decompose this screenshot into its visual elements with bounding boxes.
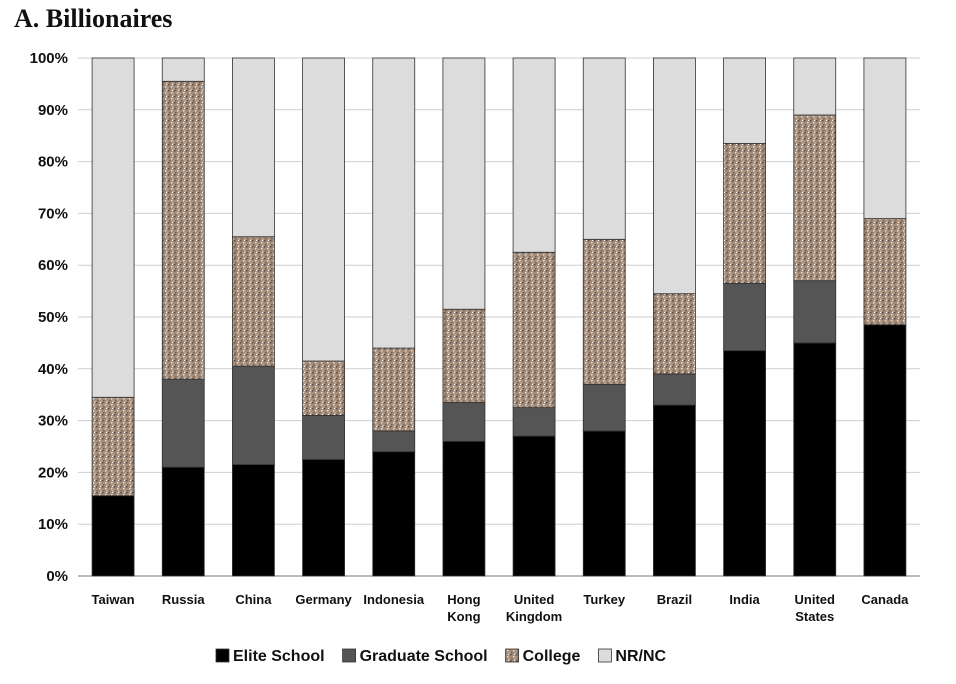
bar-segment-college	[442, 308, 486, 403]
y-tick-label: 20%	[38, 464, 68, 481]
bar-segment-nr-nc	[442, 57, 486, 310]
bar-segment-college	[161, 80, 205, 380]
bar-segment-nr-nc	[582, 57, 626, 240]
bar-segment-nr-nc	[302, 57, 345, 362]
bar-segment-college	[302, 360, 345, 416]
x-tick-label: Turkey	[583, 592, 625, 607]
bar-segment-college	[512, 251, 556, 409]
legend: Elite School Graduate School College NR/NC	[215, 648, 667, 665]
bar-segment-nr-nc	[793, 57, 837, 116]
y-tick-label: 0%	[46, 568, 68, 585]
y-tick-label: 30%	[38, 413, 68, 430]
x-tick-label: Brazil	[657, 592, 692, 607]
bar-segment-elite-school	[91, 495, 135, 577]
bar-segment-college	[372, 347, 416, 432]
bar-segment-nr-nc	[161, 57, 205, 82]
bar-segment-nr-nc	[653, 57, 696, 295]
x-tick-label: Kong	[447, 609, 480, 624]
bar-segment-graduate-school	[372, 430, 416, 453]
bar-segment-elite-school	[793, 342, 837, 577]
bar-segment-elite-school	[653, 404, 696, 577]
bar-segment-elite-school	[372, 451, 416, 577]
bar-segment-nr-nc	[91, 57, 135, 398]
x-tick-label: United	[514, 592, 555, 607]
bar-segment-elite-school	[512, 435, 556, 577]
y-tick-label: 100%	[30, 50, 68, 67]
bar-segment-graduate-school	[582, 383, 626, 432]
y-tick-label: 70%	[38, 205, 68, 222]
bar-segment-college	[582, 238, 626, 385]
bar-stack	[582, 57, 626, 577]
y-tick-label: 60%	[38, 257, 68, 274]
legend-swatch	[598, 648, 612, 663]
bar-segment-elite-school	[161, 466, 205, 577]
y-tick-label: 40%	[38, 361, 68, 378]
bar-stack	[302, 57, 345, 577]
bar-segment-graduate-school	[512, 407, 556, 437]
x-tick-label: Germany	[295, 592, 352, 607]
bar-segment-nr-nc	[372, 57, 416, 349]
bar-segment-elite-school	[232, 464, 275, 577]
bar-segment-graduate-school	[442, 402, 486, 442]
x-tick-label: India	[729, 592, 760, 607]
y-tick-label: 10%	[38, 516, 68, 533]
bar-segment-nr-nc	[723, 57, 766, 144]
bar-stack	[232, 57, 275, 577]
x-tick-label: Indonesia	[363, 592, 424, 607]
bar-stack	[372, 57, 416, 577]
bar-segment-college	[863, 218, 907, 326]
bar-segment-elite-school	[582, 430, 626, 577]
bar-stack	[91, 57, 135, 577]
y-tick-label: 50%	[38, 309, 68, 326]
bar-segment-nr-nc	[232, 57, 275, 238]
bar-segment-graduate-school	[161, 378, 205, 468]
legend-label: NR/NC	[615, 648, 666, 665]
legend-swatch	[342, 648, 356, 663]
x-tick-label: China	[235, 592, 272, 607]
x-tick-label: Canada	[861, 592, 909, 607]
legend-swatch	[505, 648, 520, 663]
y-tick-label: 90%	[38, 102, 68, 119]
bar-segment-elite-school	[302, 459, 345, 577]
legend-label: College	[523, 648, 581, 665]
x-tick-label: Kingdom	[506, 609, 562, 624]
x-tick-label: Taiwan	[92, 592, 135, 607]
bar-stack	[723, 57, 766, 577]
bar-segment-graduate-school	[302, 415, 345, 460]
x-tick-label: United	[795, 592, 836, 607]
bar-segment-graduate-school	[723, 282, 766, 352]
y-tick-label: 80%	[38, 154, 68, 171]
bar-segment-college	[91, 396, 135, 497]
bar-stack	[442, 57, 486, 577]
x-tick-label: Hong	[447, 592, 480, 607]
bar-segment-college	[653, 293, 696, 375]
bar-segment-college	[723, 143, 766, 284]
bar-stack	[161, 57, 205, 577]
bar-segment-elite-school	[442, 440, 486, 577]
y-axis: 0% 10% 20% 30% 40% 50% 60% 70% 80% 90% 100%	[30, 50, 68, 585]
chart-title: A. Billionaires	[14, 4, 173, 33]
x-tick-label: Russia	[162, 592, 205, 607]
x-tick-label: States	[795, 609, 834, 624]
bar-stack	[793, 57, 837, 577]
bar-segment-graduate-school	[232, 365, 275, 466]
bar-stack	[512, 57, 556, 577]
bar-segment-college	[232, 236, 275, 367]
bar-segment-college	[793, 114, 837, 282]
bar-stack	[653, 57, 696, 577]
gridlines	[78, 57, 920, 577]
legend-label: Graduate School	[360, 648, 488, 665]
bar-segment-elite-school	[723, 350, 766, 577]
bar-segment-graduate-school	[793, 280, 837, 344]
legend-swatch	[215, 648, 230, 663]
bar-segment-graduate-school	[653, 373, 696, 406]
bars	[91, 57, 907, 577]
bar-segment-nr-nc	[512, 57, 556, 253]
x-axis-labels: Taiwan Russia China Germany Indonesia Hong Kon…	[92, 592, 910, 624]
bar-segment-nr-nc	[863, 57, 907, 219]
legend-label: Elite School	[233, 648, 325, 665]
bar-segment-elite-school	[863, 324, 907, 577]
bar-stack	[863, 57, 907, 577]
